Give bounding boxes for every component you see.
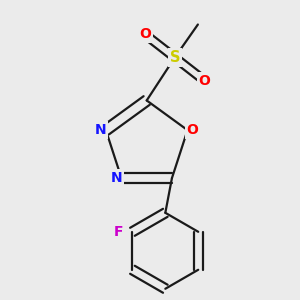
Text: F: F: [114, 225, 123, 239]
Text: O: O: [187, 123, 198, 137]
Text: O: O: [139, 27, 151, 41]
Text: N: N: [111, 171, 122, 185]
Text: N: N: [95, 123, 107, 137]
Text: S: S: [169, 50, 180, 65]
Text: O: O: [199, 74, 210, 88]
